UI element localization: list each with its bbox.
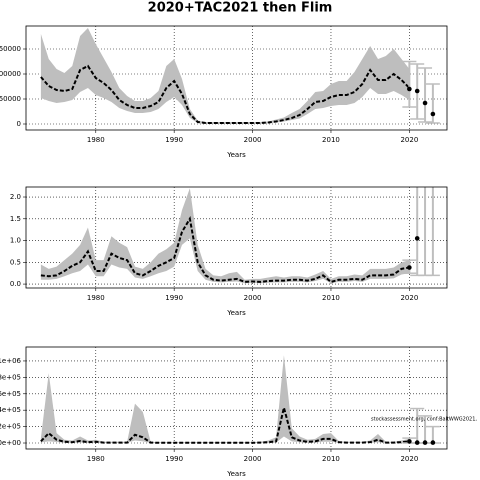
error-bar: [425, 187, 440, 277]
x-tick-label: 1980: [87, 136, 105, 144]
x-tick-label: 2020: [400, 294, 418, 302]
median-line: [40, 64, 411, 124]
x-tick-label: 2000: [244, 136, 262, 144]
x-axis-label: Years: [226, 470, 246, 478]
median-line: [40, 407, 410, 444]
error-bar: [418, 67, 433, 123]
plot-area: [40, 28, 440, 124]
forecast-point: [407, 439, 412, 444]
y-tick-label: 0: [17, 120, 21, 128]
y-tick-label: 2.0: [10, 193, 21, 201]
forecast-point: [414, 440, 420, 445]
confidence-band: [40, 28, 410, 124]
x-tick-label: 2010: [322, 136, 340, 144]
plot-frame: [25, 346, 448, 450]
y-tick-label: 1.5: [10, 215, 21, 223]
y-tick-label: 8e+05: [0, 373, 21, 381]
confidence-band: [40, 188, 410, 284]
y-tick-label: 0.0: [10, 280, 21, 288]
chart-title: 2020+TAC2021 then Flim: [148, 1, 333, 16]
forecast-point: [430, 440, 436, 445]
x-tick-label: 1990: [165, 294, 183, 302]
y-tick-label: 150000: [0, 45, 21, 53]
forecast-point: [407, 86, 412, 92]
plot-area: [40, 355, 440, 445]
forecast-point: [430, 111, 436, 117]
plot-frame: [25, 25, 448, 131]
x-axis-label: Years: [226, 309, 246, 317]
y-tick-label: 0.5: [10, 258, 21, 266]
forecast-point: [422, 440, 428, 445]
y-tick-label: 0e+00: [0, 439, 21, 447]
plot-frame: [25, 186, 448, 289]
x-tick-label: 2020: [400, 455, 418, 463]
y-tick-label: 1e+06: [0, 357, 22, 365]
x-tick-label: 2000: [244, 294, 262, 302]
forecast-point: [407, 265, 412, 270]
forecast-point: [414, 236, 420, 241]
error-bar: [402, 60, 417, 108]
plot-area: [40, 187, 440, 284]
y-tick-label: 2e+05: [0, 423, 21, 431]
forecast-point: [422, 100, 428, 106]
forecast-point: [414, 88, 420, 94]
x-tick-label: 2010: [322, 455, 340, 463]
x-axis-label: Years: [226, 151, 246, 159]
y-tick-label: 6e+05: [0, 390, 21, 398]
y-tick-label: 1.0: [10, 237, 21, 245]
x-tick-label: 1990: [165, 455, 183, 463]
x-tick-label: 2020: [400, 136, 418, 144]
x-tick-label: 1980: [87, 294, 105, 302]
panel: 0.0 0.5 1.0 1.5 2.0 1980 1990 2000 2010 2020 Years: [10, 186, 448, 317]
y-tick-label: 100000: [0, 70, 21, 78]
x-tick-label: 1990: [165, 136, 183, 144]
panel: 0e+00 2e+05 4e+05 6e+05 8e+05 1e+06 1980 1990 20…: [0, 346, 477, 478]
x-tick-label: 2010: [322, 294, 340, 302]
panel: 0 50000 100000 150000 1980 1990 2000 2010 2020 Ye…: [0, 25, 448, 159]
x-tick-label: 1980: [87, 455, 105, 463]
y-tick-label: 50000: [0, 95, 21, 103]
y-tick-label: 4e+05: [0, 406, 21, 414]
x-tick-label: 2000: [244, 455, 262, 463]
error-bar: [425, 83, 440, 124]
median-line: [40, 215, 410, 284]
annotation: stockassessment.org, conf:BaltWWG2021,: [371, 417, 477, 423]
confidence-band: [40, 355, 410, 443]
